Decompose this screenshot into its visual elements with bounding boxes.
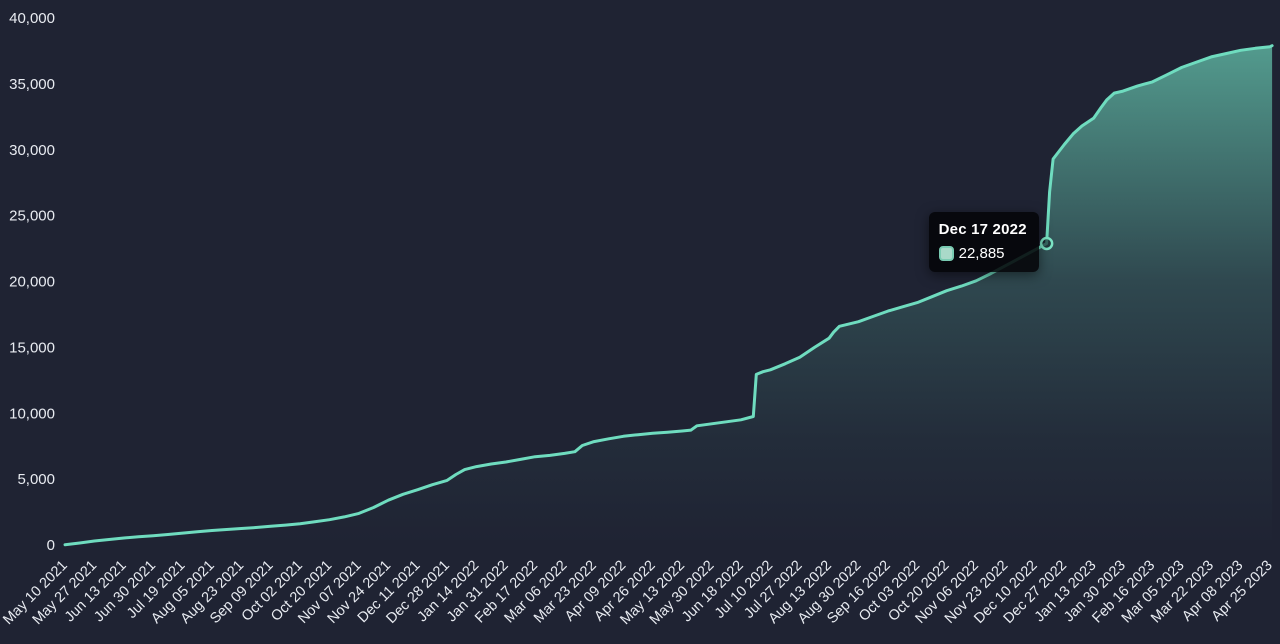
y-axis-label: 25,000 bbox=[9, 208, 55, 225]
y-axis-label: 10,000 bbox=[9, 405, 55, 422]
y-axis-label: 0 bbox=[47, 537, 55, 554]
y-axis-label: 5,000 bbox=[17, 471, 55, 488]
y-axis-label: 15,000 bbox=[9, 339, 55, 356]
area-fill bbox=[65, 45, 1273, 545]
y-axis-label: 35,000 bbox=[9, 76, 55, 93]
hover-marker bbox=[1039, 236, 1054, 251]
y-axis-label: 30,000 bbox=[9, 142, 55, 159]
series-line bbox=[63, 44, 1274, 547]
y-axis-label: 40,000 bbox=[9, 10, 55, 27]
y-axis-label: 20,000 bbox=[9, 274, 55, 291]
